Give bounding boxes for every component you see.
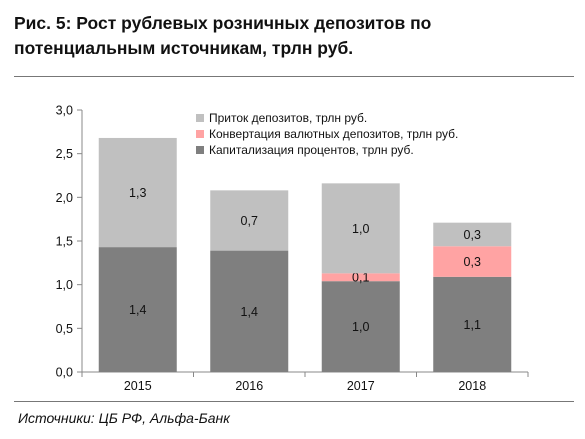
- y-tick-label: 2,0: [56, 191, 73, 205]
- bar-segment: [321, 273, 400, 282]
- legend-swatch: [196, 114, 204, 122]
- data-label: 0,3: [464, 255, 481, 269]
- x-tick-label: 2017: [347, 379, 375, 393]
- y-tick-label: 3,0: [56, 104, 73, 118]
- x-tick-label: 2016: [235, 379, 263, 393]
- legend-label: Капитализация процентов, трлн руб.: [209, 143, 414, 157]
- chart-bars: 1,4 1,3 1,4 0,7 1,0 0,1 1,0 1,1 0,3 0,3: [98, 137, 512, 372]
- data-label: 1,4: [129, 303, 146, 317]
- chart-legend: Приток депозитов, трлн руб. Конвертация в…: [196, 111, 458, 157]
- bar-segment: [98, 137, 177, 248]
- data-label: 1,0: [352, 320, 369, 334]
- bar-segment: [433, 222, 512, 247]
- data-label: 1,3: [129, 186, 146, 200]
- y-tick-label: 0,0: [56, 366, 73, 380]
- legend-label: Приток депозитов, трлн руб.: [209, 111, 367, 125]
- data-label: 1,0: [352, 222, 369, 236]
- bar-segment: [98, 247, 177, 372]
- legend-swatch: [196, 146, 204, 154]
- bar-segment: [210, 250, 289, 372]
- y-tick-label: 1,5: [56, 235, 73, 249]
- bar-segment: [433, 246, 512, 277]
- bar-segment: [321, 281, 400, 372]
- y-tick-label: 0,5: [56, 322, 73, 336]
- data-label: 1,1: [464, 318, 481, 332]
- chart-axes: 0,0 0,5 1,0 1,5 2,0 2,5 3,0 2015 2016 2017 2018: [56, 104, 529, 393]
- legend-label: Конвертация валютных депозитов, трлн руб…: [209, 127, 458, 141]
- bar-segment: [433, 276, 512, 372]
- data-label: 1,4: [241, 305, 258, 319]
- data-label: 0,7: [241, 214, 258, 228]
- source-divider: [14, 401, 574, 402]
- y-tick-label: 2,5: [56, 147, 73, 161]
- bar-segment: [321, 183, 400, 274]
- source-note: Источники: ЦБ РФ, Альфа-Банк: [18, 410, 230, 426]
- legend-swatch: [196, 130, 204, 138]
- x-tick-label: 2015: [124, 379, 152, 393]
- x-tick-label: 2018: [458, 379, 486, 393]
- bar-segment: [210, 190, 289, 251]
- data-label: 0,3: [464, 228, 481, 242]
- chart-title: Рис. 5: Рост рублевых розничных депозито…: [14, 13, 432, 58]
- y-tick-label: 1,0: [56, 278, 73, 292]
- data-label: 0,1: [352, 271, 369, 285]
- title-divider: [14, 76, 574, 77]
